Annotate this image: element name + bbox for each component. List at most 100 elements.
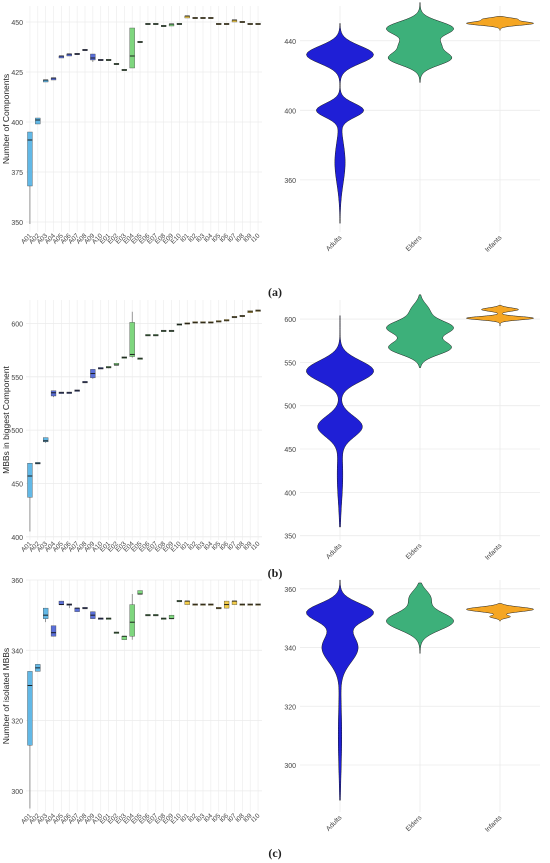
y-tick-label: 375 [11, 170, 23, 177]
x-tick-label: Infants [484, 234, 504, 254]
y-axis-label: MBBs in biggest Component [1, 366, 11, 474]
y-tick-label: 360 [11, 578, 23, 585]
x-tick-label: I08 [234, 232, 246, 244]
violin-infants [466, 603, 534, 622]
y-tick-label: 300 [284, 763, 296, 770]
violin-adults [306, 579, 374, 801]
box-body [184, 600, 190, 605]
y-tick-label: 450 [11, 481, 23, 488]
y-axis-label: Number of isolated MBBs [1, 648, 11, 744]
y-tick-label: 320 [284, 704, 296, 711]
box-body [129, 27, 135, 69]
violin-elders [386, 582, 454, 654]
x-tick-label: I04 [203, 812, 215, 824]
y-tick-label: 360 [284, 587, 296, 594]
violin-elders [386, 294, 454, 368]
panel-label-c: (c) [268, 846, 282, 860]
x-tick-label: Elders [405, 814, 424, 833]
x-tick-label: Elders [405, 542, 424, 561]
x-tick-label: I07 [226, 232, 238, 244]
y-tick-label: 400 [11, 120, 23, 127]
y-tick-label: 350 [284, 534, 296, 541]
violin-adults [306, 23, 374, 224]
x-tick-label: I03 [195, 812, 207, 824]
y-tick-label: 500 [284, 404, 296, 411]
box-body [27, 131, 33, 187]
y-tick-label: 600 [284, 317, 296, 324]
x-tick-label: I08 [234, 540, 246, 552]
box-body [50, 390, 57, 397]
box-body [43, 437, 49, 443]
x-tick-label: Adults [325, 234, 344, 253]
panel-label-b: (b) [267, 566, 283, 580]
x-tick-label: I04 [203, 232, 215, 244]
y-tick-label: 550 [11, 375, 23, 382]
x-tick-label: I06 [219, 540, 231, 552]
y-axis-label: Number of Components [1, 74, 11, 164]
x-tick-label: I01 [179, 812, 191, 824]
violin-infants [466, 16, 534, 31]
violin-chart-3: 350 400 450 500 550 600 Adults Elders Infants [284, 294, 540, 562]
y-tick-label: 340 [284, 646, 296, 653]
x-tick-label: Infants [484, 814, 504, 834]
violin-chart-1: 360 400 440 Adults Elders Infants [284, 2, 540, 254]
x-tick-label: I09 [242, 540, 254, 552]
box-body [113, 363, 120, 365]
x-tick-label: I02 [187, 540, 199, 552]
box-body [27, 463, 33, 498]
y-tick-label: 400 [284, 490, 296, 497]
x-tick-label: I01 [179, 232, 191, 244]
box-body [90, 53, 96, 61]
x-tick-label: I10 [250, 232, 262, 244]
y-tick-label: 400 [284, 108, 296, 115]
box-body [35, 117, 41, 125]
box-body [231, 600, 238, 605]
x-tick-label: I03 [195, 540, 207, 552]
x-tick-label: Elders [405, 234, 424, 253]
box-body [121, 636, 127, 640]
y-tick-label: 600 [11, 321, 23, 328]
y-tick-label: 360 [284, 178, 296, 185]
x-tick-label: I07 [226, 812, 238, 824]
x-tick-label: I09 [242, 812, 254, 824]
box-body [27, 671, 33, 746]
box-body [74, 607, 80, 612]
box-body [58, 600, 65, 605]
box-chart-2: 400 450 500 550 600 MBBs in biggest Component… [1, 300, 262, 554]
violin-elders [386, 2, 454, 83]
x-tick-label: I06 [219, 232, 231, 244]
box-body [50, 625, 57, 637]
box-body [43, 607, 49, 619]
violin-infants [466, 304, 534, 327]
x-tick-label: I02 [187, 232, 199, 244]
box-body [129, 604, 135, 637]
y-tick-label: 300 [11, 789, 23, 796]
box-body [137, 590, 143, 595]
y-tick-label: 400 [11, 535, 23, 542]
x-tick-label: I08 [234, 812, 246, 824]
y-tick-label: 340 [11, 648, 23, 655]
y-tick-label: 550 [284, 360, 296, 367]
x-tick-label: I04 [203, 540, 215, 552]
y-tick-label: 350 [11, 220, 23, 227]
x-tick-label: I09 [242, 232, 254, 244]
x-tick-label: I07 [226, 540, 238, 552]
x-tick-label: I10 [250, 540, 262, 552]
x-tick-label: I10 [250, 812, 262, 824]
x-tick-label: I05 [211, 812, 223, 824]
x-tick-label: Adults [325, 814, 344, 833]
x-tick-label: I05 [211, 540, 223, 552]
x-tick-label: Infants [484, 542, 504, 562]
violin-chart-5: 300 320 340 360 Adults Elders Infants [284, 579, 540, 834]
x-tick-label: I03 [195, 232, 207, 244]
x-tick-label: Adults [325, 542, 344, 561]
box-body [129, 322, 135, 357]
y-tick-label: 440 [284, 39, 296, 46]
violin-adults [306, 315, 374, 528]
y-tick-label: 425 [11, 70, 23, 77]
box-body [168, 614, 175, 619]
x-tick-label: I05 [211, 232, 223, 244]
